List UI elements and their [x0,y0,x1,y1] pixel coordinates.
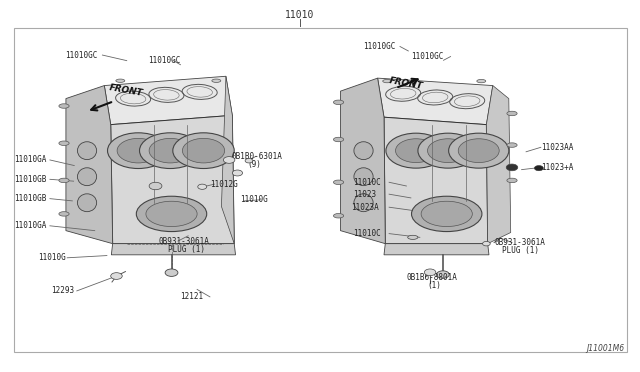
Circle shape [436,271,449,278]
Ellipse shape [136,196,207,231]
Text: 11010GB: 11010GB [14,194,47,203]
Text: 11023: 11023 [353,190,376,199]
Text: 11012G: 11012G [210,180,237,189]
Text: (1): (1) [427,281,441,290]
Text: 12121: 12121 [180,292,204,301]
Text: 12293: 12293 [51,286,74,295]
Circle shape [483,241,490,246]
Text: PLUG (1): PLUG (1) [502,246,539,255]
Ellipse shape [354,142,373,160]
Text: 11023AA: 11023AA [541,143,573,152]
Polygon shape [104,76,232,125]
Text: 0B931-3061A: 0B931-3061A [159,237,209,246]
Ellipse shape [421,201,472,227]
Ellipse shape [354,194,373,212]
Text: 11010GC: 11010GC [148,56,181,65]
Circle shape [108,133,169,169]
Text: 11010G: 11010G [38,253,66,262]
Ellipse shape [59,141,69,145]
Circle shape [418,133,478,168]
Circle shape [506,164,518,171]
Circle shape [232,170,243,176]
Circle shape [111,273,122,279]
Circle shape [424,269,436,276]
Circle shape [534,166,543,171]
Ellipse shape [77,194,97,212]
Circle shape [117,138,159,163]
Polygon shape [340,78,385,244]
Text: 11010GC: 11010GC [364,42,396,51]
Text: 11010: 11010 [285,10,314,20]
Ellipse shape [333,214,344,218]
Circle shape [428,139,468,163]
Circle shape [140,133,201,169]
Ellipse shape [383,80,392,83]
Text: PLUG (1): PLUG (1) [168,245,205,254]
Ellipse shape [333,180,344,185]
Text: 11023+A: 11023+A [541,163,573,172]
Polygon shape [378,78,493,125]
Ellipse shape [212,79,221,83]
Text: FRONT: FRONT [109,83,144,98]
Text: 11010GC: 11010GC [65,51,98,60]
Circle shape [396,139,436,163]
Ellipse shape [333,137,344,142]
Polygon shape [486,86,511,244]
Ellipse shape [116,79,125,83]
Polygon shape [66,86,113,244]
Polygon shape [221,76,234,244]
Text: 11010C: 11010C [353,178,381,187]
Text: 11010C: 11010C [353,229,381,238]
Circle shape [165,269,178,276]
Ellipse shape [59,178,69,183]
Text: 11010G: 11010G [240,195,268,204]
Text: FRONT: FRONT [388,76,424,90]
Text: 0B1B6-8801A: 0B1B6-8801A [406,273,457,282]
Text: 11010GC: 11010GC [412,52,444,61]
Polygon shape [111,244,236,255]
Circle shape [458,139,499,163]
Circle shape [182,138,225,163]
Circle shape [149,182,162,190]
Ellipse shape [354,168,373,186]
Circle shape [449,133,509,168]
Bar [14,28,627,352]
Ellipse shape [507,143,517,147]
Circle shape [386,133,446,168]
Text: 0B931-3061A: 0B931-3061A [494,238,545,247]
Circle shape [245,158,253,163]
Ellipse shape [77,142,97,160]
Circle shape [198,184,207,189]
Text: 11023A: 11023A [351,203,378,212]
Polygon shape [384,244,489,255]
Polygon shape [384,117,488,244]
Text: 11010GA: 11010GA [14,221,47,230]
Ellipse shape [408,235,418,240]
Text: 11010GA: 11010GA [14,155,47,164]
Ellipse shape [477,80,486,83]
Ellipse shape [507,111,517,116]
Polygon shape [111,115,234,244]
Ellipse shape [412,196,482,231]
Text: J11001M6: J11001M6 [586,344,624,353]
Ellipse shape [59,104,69,108]
Circle shape [149,138,191,163]
Ellipse shape [333,100,344,105]
Ellipse shape [507,178,517,183]
Ellipse shape [77,168,97,186]
Circle shape [223,157,235,163]
Circle shape [173,133,234,169]
Text: 11010GB: 11010GB [14,175,47,184]
Ellipse shape [59,212,69,216]
Text: (9): (9) [248,160,262,169]
Text: 0B1B0-6301A: 0B1B0-6301A [232,152,282,161]
Ellipse shape [146,201,197,227]
